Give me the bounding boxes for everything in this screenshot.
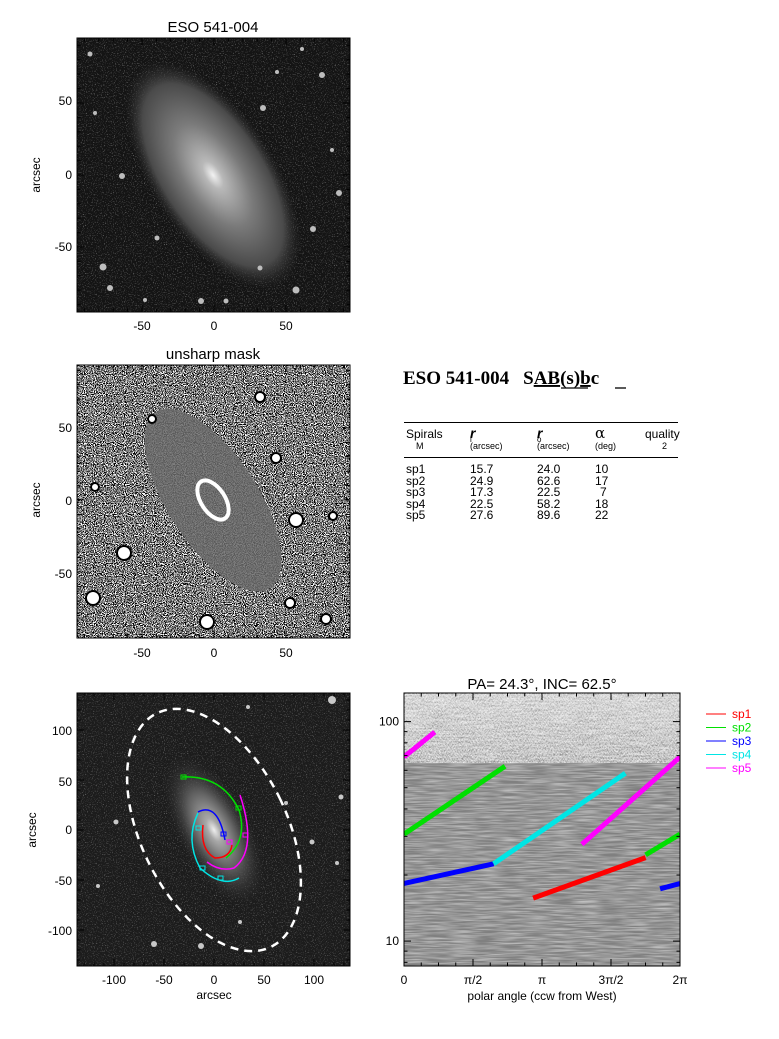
chart-x-tick-labels: 0 π/2 π 3π/2 2π: [401, 973, 688, 987]
stars-3: [96, 696, 344, 949]
chart-xtick-label: 0: [401, 973, 408, 987]
panel3-ylabel: arcsec: [25, 812, 39, 847]
chart-xtick-label: π: [538, 973, 546, 987]
arc-sp3: [197, 809, 226, 841]
panel3-xtick-0: 0: [211, 973, 218, 987]
panel1-xtick-0: 0: [211, 319, 218, 333]
panel2-ytick-50: 50: [59, 421, 73, 435]
series-line-sp5: [404, 730, 437, 759]
panel2-ticks: [77, 365, 350, 638]
panel3-xtick-neg50: -50: [155, 973, 173, 987]
table-row: sp5 27.6 89.6 22: [406, 508, 609, 522]
chart-ytick-label: 10: [386, 934, 400, 948]
panel3-ytick-50: 50: [59, 775, 73, 789]
table-row: sp1 15.7 24.0 10: [406, 462, 609, 476]
series-line-sp1: [532, 855, 647, 901]
panel2-title: unsharp mask: [166, 346, 261, 363]
panel1-ytick-50: 50: [59, 94, 73, 108]
panel3-xlabel: arcsec: [196, 988, 231, 1002]
header-alpha: α: [595, 424, 606, 442]
panel3-xtick-100: 100: [304, 973, 324, 987]
panel3-ytick-100: 100: [52, 724, 72, 738]
stars: [87, 47, 342, 304]
panel3-xtick-neg100: -100: [102, 973, 126, 987]
panel1-xtick-neg50: -50: [133, 319, 151, 333]
panel-unsharp-mask: unsharp mask arcsec 50 0 -50 -50 0 50: [29, 346, 351, 660]
chart-xtick-label: 2π: [673, 973, 688, 987]
table-row: sp2 24.9 62.6 17: [406, 473, 609, 488]
panel-polar-log-plot: PA= 24.3°, INC= 62.5° 0 π/2 π 3π/2 2π 10010 …: [379, 676, 688, 1003]
panel-galaxy-image: ESO 541-004 arcsec 50 0 -50 -50 0 50: [29, 19, 351, 333]
legend-label-sp5: sp5: [732, 761, 752, 775]
panel1-ticks: [77, 38, 350, 312]
fit-ellipse: [125, 707, 303, 953]
legend-label-sp4: sp4: [732, 748, 752, 762]
header-spirals-sub: M: [416, 441, 424, 451]
masked-stars: [85, 391, 338, 630]
chart-series-lines: [404, 730, 680, 901]
header-alpha-unit: (deg): [595, 441, 617, 451]
series-line-sp2: [404, 764, 507, 837]
panel3-ytick-neg50: -50: [55, 874, 73, 888]
chart-y-tick-labels: 100 10: [379, 715, 399, 948]
header-ri-unit: (arcsec): [470, 441, 503, 451]
panel4-ticks: [403, 693, 681, 966]
header-spirals: Spirals: [406, 427, 443, 441]
galaxy-disk: [125, 60, 301, 290]
galaxy-name: ESO 541-004: [403, 368, 510, 389]
series-line-sp5: [580, 755, 680, 847]
chart-xtick-label: π/2: [464, 973, 483, 987]
header-quality: quality: [645, 427, 680, 441]
panel2-xtick-0: 0: [211, 646, 218, 660]
header-ro-unit: (arcsec): [537, 441, 570, 451]
panel2-ylabel: arcsec: [29, 482, 43, 517]
legend-label-sp3: sp3: [732, 734, 752, 748]
panel-deprojected-fit: arcsec 100 50 0 -50 -100 -100 -50 0 50 1…: [25, 692, 351, 1002]
panel2-ytick-neg50: -50: [55, 567, 73, 581]
panel1-ylabel: arcsec: [29, 157, 43, 192]
chart-ytick-label: 100: [379, 715, 399, 729]
chart-xtick-label: 3π/2: [599, 973, 624, 987]
panel3-ytick-0: 0: [65, 823, 72, 837]
series-line-sp4: [492, 771, 627, 866]
panel1-ytick-0: 0: [65, 168, 72, 182]
legend-label-sp1: sp1: [732, 707, 752, 721]
panel2-xtick-neg50: -50: [133, 646, 151, 660]
table-header-rule: [404, 457, 678, 458]
galaxy-disk-3: [161, 752, 267, 908]
panel2-xtick-50: 50: [279, 646, 293, 660]
series-line-sp3: [659, 881, 680, 892]
galaxy-morphology-title: ESO 541-004 SAB(s)bc: [403, 368, 599, 389]
arc-markers: [180, 774, 249, 881]
panel3-xtick-50: 50: [257, 973, 271, 987]
table-row: sp4 22.5 58.2 18: [406, 496, 609, 511]
masked-galaxy: [144, 408, 282, 592]
chart-xlabel: polar angle (ccw from West): [467, 989, 616, 1003]
table-top-rule: [404, 422, 678, 423]
panel3-ticks: [77, 693, 350, 966]
panel1-title: ESO 541-004: [168, 19, 259, 36]
panel1-ytick-neg50: -50: [55, 240, 73, 254]
panel3-ytick-neg100: -100: [48, 924, 72, 938]
legend-label-sp2: sp2: [732, 721, 752, 735]
table-row: sp3 17.3 22.5 7: [406, 485, 607, 499]
arc-sp1: [201, 824, 233, 859]
panel2-ytick-0: 0: [65, 494, 72, 508]
chart-title: PA= 24.3°, INC= 62.5°: [467, 676, 616, 693]
series-line-sp2: [644, 832, 680, 858]
series-line-sp3: [404, 861, 495, 886]
header-quality-value: 2: [662, 441, 668, 451]
panel1-xtick-50: 50: [279, 319, 293, 333]
arc-sp5: [206, 794, 249, 870]
